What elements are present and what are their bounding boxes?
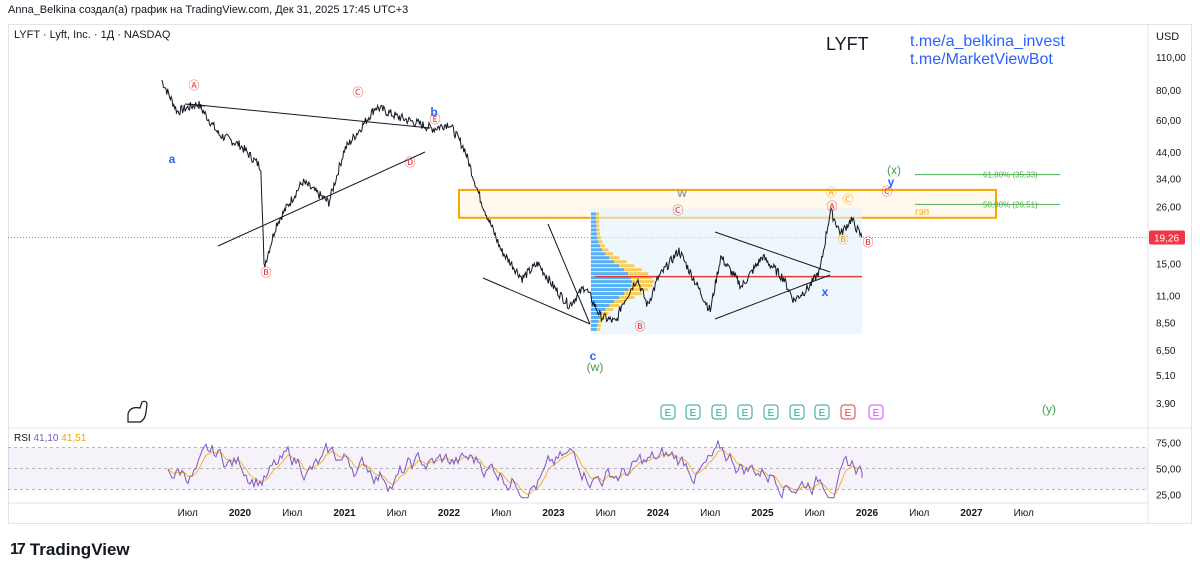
chart-frame — [8, 24, 1192, 524]
tradingview-logo[interactable]: 17 TradingView — [10, 540, 130, 560]
author-caption: Anna_Belkina создал(а) график на Trading… — [8, 4, 409, 16]
symbol-caption: LYFT · Lyft, Inc. · 1Д · NASDAQ — [14, 29, 171, 41]
tradingview-logo-text: TradingView — [29, 540, 130, 559]
tradingview-logo-mark: 17 — [10, 541, 26, 558]
